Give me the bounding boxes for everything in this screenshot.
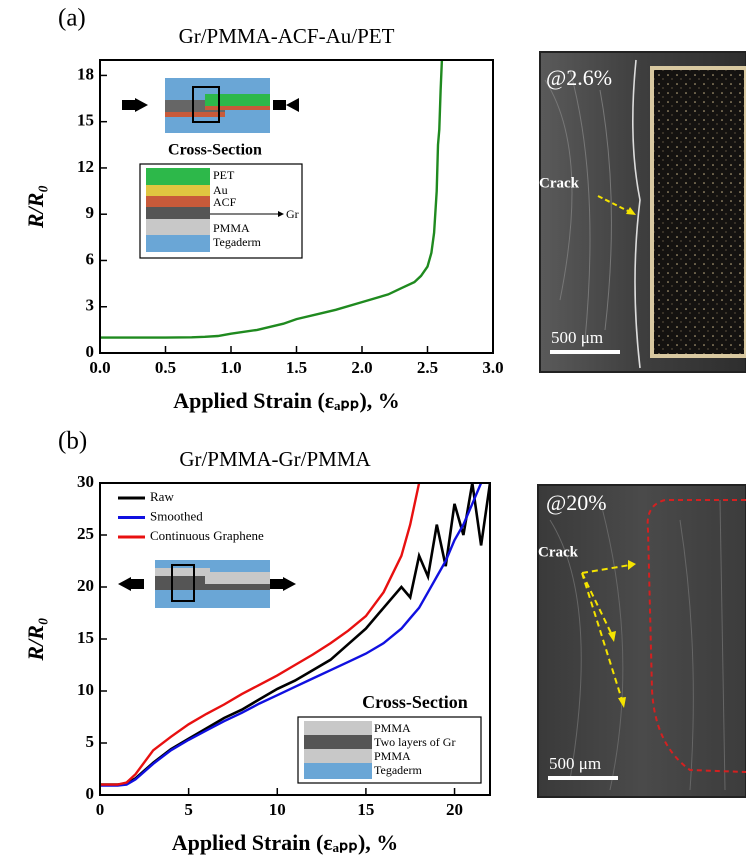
- y-axis-label: R/R₀: [23, 617, 48, 661]
- scale-bar-label: 500 μm: [551, 328, 603, 347]
- x-tick-label: 0.0: [89, 358, 110, 377]
- chart-title: Gr/PMMA-ACF-Au/PET: [179, 24, 395, 48]
- charts: (a) Gr/PMMA-ACF-Au/PET 0.0 0.5 1.0 1.5 2.0 2.5 3…: [23, 5, 504, 855]
- x-tick-label: 5: [184, 800, 193, 819]
- x-axis-label: Applied Strain (εₐₚₚ), %: [172, 830, 399, 855]
- y-tick-label: 12: [77, 157, 94, 176]
- inset-a: Cross-Section PET Au ACF Gr PMMA Tegader…: [122, 78, 303, 259]
- data-line: [100, 483, 483, 787]
- inset-heading: Cross-Section: [362, 692, 468, 712]
- y-tick-label: 3: [86, 296, 95, 315]
- legend-label: Continuous Graphene: [150, 528, 264, 543]
- plot-frame: [99, 59, 494, 354]
- x-tick-label: 0.5: [155, 358, 176, 377]
- x-tick-label: 10: [269, 800, 286, 819]
- scale-bar-label: 500 μm: [549, 754, 601, 773]
- legend-label: Raw: [150, 489, 174, 504]
- layer-label: PMMA: [374, 749, 411, 763]
- layer-label: PET: [213, 168, 235, 182]
- y-tick-label: 18: [77, 64, 94, 83]
- x-tick-label: 1.5: [286, 358, 307, 377]
- y-tick-label: 6: [86, 249, 95, 268]
- data-line: [100, 483, 421, 786]
- panel-label: (b): [58, 428, 87, 455]
- inset-heading: Cross-Section: [168, 142, 262, 159]
- chart-title: Gr/PMMA-Gr/PMMA: [179, 447, 371, 471]
- layer-label: Gr: [286, 207, 299, 221]
- annotation: Crack: [538, 544, 579, 560]
- y-axis-label: R/R₀: [23, 185, 48, 229]
- layer-label: ACF: [213, 195, 237, 209]
- layer-label: Au: [213, 183, 228, 197]
- layer-label: Tegaderm: [374, 763, 422, 777]
- y-tick-label: 15: [77, 111, 94, 130]
- layer-label: Tegaderm: [213, 235, 261, 249]
- layer-label: PMMA: [213, 221, 250, 235]
- layer-label: PMMA: [374, 721, 411, 735]
- y-tick-label: 30: [77, 472, 94, 491]
- y-tick-label: 9: [86, 203, 95, 222]
- x-tick-label: 2.5: [417, 358, 438, 377]
- y-tick-label: 5: [86, 732, 95, 751]
- x-tick-label: 3.0: [482, 358, 503, 377]
- y-tick-label: 15: [77, 628, 94, 647]
- y-tick-label: 0: [86, 784, 95, 803]
- strain-label: @20%: [546, 490, 607, 515]
- x-tick-label: 0: [96, 800, 105, 819]
- x-tick-label: 2.0: [351, 358, 372, 377]
- y-tick-label: 20: [77, 576, 94, 595]
- strain-label: @2.6%: [546, 65, 612, 90]
- x-tick-label: 20: [446, 800, 463, 819]
- x-tick-label: 15: [357, 800, 374, 819]
- legend-label: Smoothed: [150, 508, 203, 523]
- plot-frame: [99, 482, 491, 796]
- micrograph-b: @20% Crack 500 μm: [537, 484, 746, 798]
- x-axis-label: Applied Strain (εₐₚₚ), %: [173, 388, 400, 413]
- micrograph-a: @2.6% Crack 500 μm: [539, 51, 746, 373]
- layer-label: Two layers of Gr: [374, 735, 455, 749]
- panel-label: (a): [58, 5, 86, 32]
- y-tick-label: 0: [86, 342, 95, 361]
- y-tick-label: 10: [77, 680, 94, 699]
- data-line: [100, 60, 444, 339]
- y-tick-label: 25: [77, 524, 94, 543]
- annotation: Crack: [539, 175, 580, 191]
- inset-b: Cross-Section PMMA Two layers of Gr PMMA…: [118, 560, 482, 784]
- x-tick-label: 1.0: [220, 358, 241, 377]
